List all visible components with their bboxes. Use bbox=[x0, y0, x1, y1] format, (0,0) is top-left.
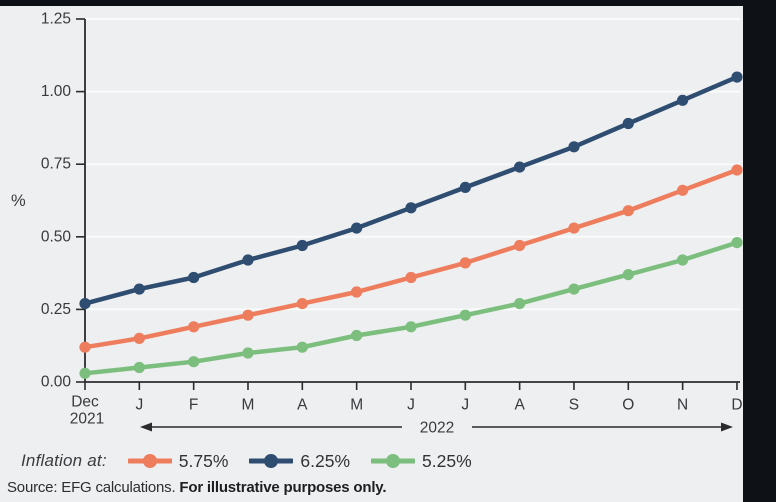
x-tick-label: J bbox=[407, 397, 415, 414]
data-point-6.25% bbox=[351, 222, 363, 234]
data-point-5.75% bbox=[459, 257, 471, 269]
legend-marker-icon bbox=[249, 454, 294, 468]
data-point-6.25% bbox=[514, 161, 526, 173]
data-point-5.25% bbox=[514, 298, 526, 310]
year-2022-arrow: 2022 bbox=[140, 420, 733, 437]
legend-title: Inflation at: bbox=[21, 451, 107, 470]
arrow-head-right bbox=[721, 422, 733, 432]
legend-dot bbox=[264, 454, 279, 468]
data-point-5.25% bbox=[242, 347, 254, 359]
year-annotation-label: 2022 bbox=[420, 420, 454, 437]
data-point-6.25% bbox=[622, 117, 634, 130]
x-tick-label: O bbox=[622, 397, 634, 414]
x-tick-sublabel: 2021 bbox=[70, 411, 104, 428]
data-point-5.75% bbox=[514, 239, 526, 252]
data-point-5.75% bbox=[242, 309, 254, 321]
legend-series-label: 6.25% bbox=[300, 450, 351, 471]
data-point-5.25% bbox=[568, 283, 580, 295]
source-text: Source: EFG calculations. bbox=[7, 479, 180, 496]
data-point-5.25% bbox=[731, 237, 743, 249]
legend-marker-icon bbox=[127, 454, 172, 468]
data-point-5.75% bbox=[351, 286, 363, 298]
data-point-5.75% bbox=[133, 332, 145, 344]
data-point-5.25% bbox=[133, 361, 145, 374]
data-point-6.25% bbox=[731, 71, 743, 83]
legend-item-5.75%: 5.75% bbox=[127, 450, 229, 472]
data-point-6.25% bbox=[188, 271, 200, 284]
legend-item-6.25%: 6.25% bbox=[249, 451, 350, 472]
y-tick-label: 1.25 bbox=[41, 11, 71, 28]
data-point-6.25% bbox=[133, 283, 145, 295]
chart-legend: Inflation at: 5.75% 6.25% 5.25% bbox=[21, 449, 472, 473]
data-point-5.75% bbox=[677, 184, 689, 196]
y-tick-label: 0.75 bbox=[41, 156, 71, 173]
data-point-5.25% bbox=[296, 341, 308, 353]
x-tick-label: J bbox=[135, 397, 143, 414]
data-point-5.25% bbox=[459, 309, 471, 321]
data-point-6.25% bbox=[677, 94, 689, 106]
disclaimer-text: For illustrative purposes only. bbox=[179, 479, 387, 496]
data-point-5.25% bbox=[677, 254, 689, 266]
data-point-5.75% bbox=[79, 341, 91, 353]
series-line-5.25% bbox=[82, 240, 740, 376]
data-point-5.25% bbox=[79, 367, 91, 379]
data-point-5.75% bbox=[568, 222, 580, 234]
chart-panel: 0.00 0.25 0.50 0.75 1.00 1.25% Dec 2021 J F M A M J J A… bbox=[0, 6, 743, 502]
source-note: Source: EFG calculations. For illustrati… bbox=[7, 479, 386, 496]
x-tick-label: Dec bbox=[71, 394, 99, 411]
legend-item-5.25%: 5.25% bbox=[371, 451, 472, 472]
data-point-6.25% bbox=[405, 202, 417, 214]
data-point-5.75% bbox=[731, 164, 743, 176]
legend-dot bbox=[386, 454, 401, 468]
data-point-5.75% bbox=[405, 271, 417, 284]
x-tick-label: A bbox=[514, 397, 525, 414]
data-point-5.75% bbox=[296, 298, 308, 310]
x-tick-label: A bbox=[297, 397, 308, 414]
x-tick-label: M bbox=[350, 397, 363, 414]
data-point-5.75% bbox=[188, 321, 200, 333]
arrow-head-left bbox=[140, 422, 152, 432]
y-tick-label: 0.00 bbox=[41, 374, 72, 391]
data-point-5.25% bbox=[351, 329, 363, 342]
data-point-6.25% bbox=[242, 254, 254, 266]
legend-series-label: 5.75% bbox=[178, 450, 229, 471]
data-point-5.25% bbox=[188, 356, 200, 368]
legend-dot bbox=[142, 454, 157, 468]
legend-series-label: 5.25% bbox=[422, 450, 472, 471]
x-tick-label: J bbox=[461, 397, 469, 414]
x-tick-label: M bbox=[242, 397, 255, 414]
legend-marker-icon bbox=[371, 454, 416, 468]
y-tick-label: 1.00 bbox=[41, 83, 72, 100]
data-point-6.25% bbox=[568, 141, 580, 153]
x-tick-label: S bbox=[569, 397, 579, 414]
x-tick-label: D bbox=[731, 397, 742, 414]
series-line-5.75% bbox=[82, 167, 740, 350]
x-tick-label: F bbox=[189, 397, 198, 414]
data-point-5.75% bbox=[622, 205, 634, 217]
y-tick-label: 0.50 bbox=[41, 228, 72, 245]
data-point-6.25% bbox=[296, 239, 308, 252]
data-point-5.25% bbox=[622, 269, 634, 281]
data-point-5.25% bbox=[405, 321, 417, 333]
y-tick-label: 0.25 bbox=[41, 301, 71, 318]
data-point-6.25% bbox=[459, 181, 471, 193]
data-point-6.25% bbox=[79, 298, 91, 310]
x-tick-label: N bbox=[677, 397, 688, 414]
y-axis-label: % bbox=[11, 192, 26, 210]
